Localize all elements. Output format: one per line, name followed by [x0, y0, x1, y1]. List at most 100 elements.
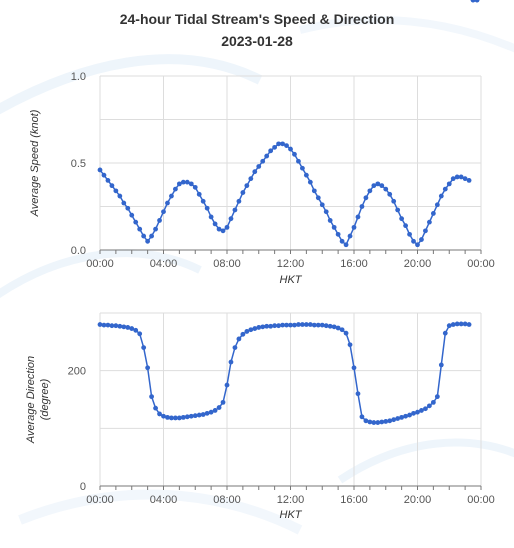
x-tick-label: 12:00 [277, 494, 305, 506]
direction-data-point [438, 362, 444, 368]
speed-data-point [109, 183, 115, 189]
direction-data-point [359, 414, 365, 420]
direction-data-point [224, 382, 230, 388]
y-tick-label: 200 [68, 366, 86, 378]
speed-data-point [335, 231, 341, 237]
direction-data-point [335, 325, 341, 331]
direction-data-point [165, 414, 170, 420]
speed-data-point [296, 158, 301, 164]
direction-data-point [399, 414, 405, 420]
speed-data-point [180, 179, 186, 185]
y-tick-label: 0 [80, 481, 86, 493]
direction-data-point [169, 415, 174, 421]
speed-data-point [125, 205, 131, 211]
x-tick-label: 04:00 [150, 258, 178, 270]
direction-data-point [133, 327, 139, 333]
chart-title: 24-hour Tidal Stream's Speed & Direction [119, 11, 395, 27]
direction-data-point [200, 412, 206, 417]
direction-data-point [339, 327, 345, 333]
speed-data-point [407, 231, 412, 237]
direction-data-point [176, 415, 182, 421]
speed-data-point [208, 214, 214, 220]
speed-data-point [192, 184, 198, 190]
direction-data-point [220, 399, 226, 405]
x-tick-label: 16:00 [340, 494, 368, 506]
speed-data-point [419, 237, 424, 242]
speed-data-point [188, 181, 194, 187]
direction-data-point [363, 418, 369, 424]
speed-data-point [145, 238, 151, 244]
direction-data-point [288, 322, 293, 328]
y-tick-label: 0.0 [71, 245, 86, 257]
x-axis-title: HKT [280, 274, 303, 286]
chart-date: 2023-01-28 [221, 33, 293, 49]
speed-data-point [430, 211, 436, 216]
direction-data-point [434, 394, 440, 400]
y-axis-title-line: (degree) [39, 378, 51, 420]
direction-data-point [192, 413, 198, 419]
direction-data-point [240, 331, 246, 337]
direction-data-point [375, 420, 381, 425]
direction-data-point [141, 345, 147, 350]
speed-data-point [411, 238, 416, 244]
direction-data-point [395, 416, 401, 421]
speed-data-point [383, 186, 389, 192]
speed-data-point [399, 216, 405, 222]
direction-data-point [280, 322, 285, 328]
direction-data-point [180, 414, 186, 420]
speed-data-point [371, 183, 377, 189]
direction-data-point [153, 405, 158, 411]
direction-data-point [303, 322, 309, 327]
x-axis-title: HKT [280, 509, 303, 521]
speed-data-point [169, 193, 174, 199]
speed-data-point [141, 233, 147, 239]
speed-data-point [133, 219, 139, 225]
speed-data-point [359, 204, 365, 209]
y-tick-label: 0.5 [71, 158, 86, 170]
direction-data-point [256, 325, 262, 330]
x-tick-label: 00:00 [467, 258, 495, 270]
x-tick-label: 20:00 [404, 494, 432, 506]
speed-data-point [276, 141, 281, 147]
speed-data-point [252, 169, 258, 175]
x-tick-label: 12:00 [277, 258, 305, 270]
direction-data-point [101, 322, 107, 328]
direction-data-point [454, 321, 460, 327]
direction-data-point [244, 329, 250, 334]
speed-data-point [149, 233, 154, 239]
speed-data-point [458, 174, 464, 180]
speed-data-point [161, 209, 166, 215]
direction-data-point [419, 408, 424, 413]
direction-data-point [466, 322, 472, 327]
speed-data-point [367, 188, 373, 194]
speed-data-point [272, 144, 278, 150]
speed-data-point [212, 221, 218, 227]
x-tick-label: 08:00 [213, 494, 241, 506]
speed-data-point [300, 165, 305, 171]
speed-data-point [268, 148, 274, 154]
speed-data-point [184, 179, 190, 185]
direction-data-point [272, 323, 278, 329]
direction-data-point [415, 409, 420, 415]
direction-data-point [296, 322, 301, 327]
speed-data-point [264, 153, 270, 159]
direction-data-point [125, 325, 131, 330]
direction-data-point [407, 412, 412, 418]
speed-data-point [442, 186, 448, 192]
direction-data-point [315, 322, 321, 328]
direction-data-point [284, 322, 289, 328]
speed-data-point [423, 228, 428, 234]
speed-data-point [165, 200, 170, 206]
speed-data-point [101, 172, 107, 178]
direction-data-point [411, 410, 416, 416]
speed-data-point [323, 209, 329, 215]
direction-data-point [446, 323, 452, 329]
direction-data-point [430, 399, 436, 405]
direction-data-point [105, 322, 111, 328]
direction-data-point [323, 323, 329, 329]
direction-data-point [161, 413, 166, 419]
speed-data-point [117, 193, 123, 199]
